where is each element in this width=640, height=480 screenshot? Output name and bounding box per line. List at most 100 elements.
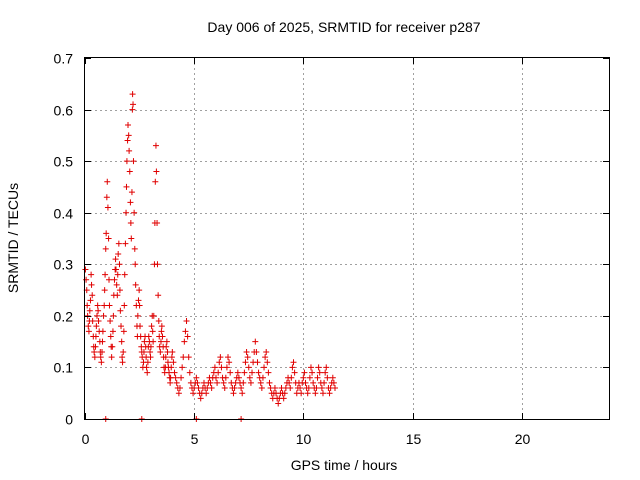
data-point: [109, 328, 116, 335]
data-point: [144, 359, 151, 366]
data-point: [203, 390, 210, 397]
data-point: [141, 338, 148, 345]
data-point: [109, 343, 116, 350]
data-point: [106, 302, 113, 309]
y-tick-label: 0.4: [54, 206, 74, 222]
data-point: [94, 312, 101, 319]
data-point: [287, 385, 294, 392]
data-point: [263, 348, 270, 355]
data-point: [169, 348, 176, 355]
grid-lines: [85, 58, 609, 419]
data-point: [171, 369, 178, 376]
data-point: [246, 374, 253, 381]
data-point: [143, 364, 150, 371]
data-point: [127, 199, 134, 206]
data-point: [298, 390, 305, 397]
data-point: [291, 369, 298, 376]
data-point: [242, 359, 249, 366]
data-point: [111, 276, 118, 283]
data-point: [130, 158, 137, 165]
data-point: [194, 379, 201, 386]
data-point: [135, 297, 142, 304]
data-point: [152, 142, 159, 149]
data-point: [183, 318, 190, 325]
data-point: [100, 312, 107, 319]
data-point: [125, 122, 132, 129]
data-point: [95, 318, 102, 325]
data-point: [125, 132, 132, 139]
data-point: [289, 364, 296, 371]
data-point: [91, 354, 98, 361]
data-point: [166, 369, 173, 376]
data-point: [154, 261, 161, 268]
data-point: [286, 379, 293, 386]
data-point: [131, 245, 138, 252]
data-point: [331, 385, 338, 392]
data-point: [130, 101, 137, 108]
data-point: [107, 318, 114, 325]
data-point: [190, 390, 197, 397]
y-axis-label: SRMTID / TECUs: [5, 183, 21, 293]
data-point: [258, 385, 265, 392]
data-point: [87, 297, 94, 304]
data-point: [225, 354, 232, 361]
data-point: [254, 359, 261, 366]
data-point: [162, 354, 169, 361]
data-point: [120, 348, 127, 355]
data-point: [114, 271, 121, 278]
data-point: [261, 364, 268, 371]
data-point: [266, 379, 273, 386]
data-point: [180, 354, 187, 361]
y-tick-label: 0.1: [54, 360, 74, 376]
data-point: [101, 302, 108, 309]
data-point: [119, 354, 126, 361]
data-point: [241, 369, 248, 376]
data-point: [121, 302, 128, 309]
data-point: [218, 364, 225, 371]
data-point: [181, 338, 188, 345]
data-point: [115, 240, 122, 247]
data-points: [82, 91, 338, 422]
data-point: [297, 385, 304, 392]
data-point: [158, 328, 165, 335]
data-point: [104, 178, 111, 185]
data-point: [134, 312, 141, 319]
data-point: [118, 338, 125, 345]
data-point: [155, 292, 162, 299]
data-point: [304, 390, 311, 397]
data-point: [128, 235, 135, 242]
data-point: [275, 400, 282, 407]
data-point: [307, 364, 314, 371]
data-point: [321, 379, 328, 386]
data-point: [123, 209, 130, 216]
data-point: [98, 359, 105, 366]
data-point: [115, 250, 122, 257]
data-point: [101, 287, 108, 294]
data-point: [126, 147, 133, 154]
data-point: [234, 369, 241, 376]
data-point: [243, 348, 250, 355]
plot-frame: [84, 57, 610, 420]
data-point: [238, 385, 245, 392]
data-point: [323, 364, 330, 371]
data-point: [137, 323, 144, 330]
data-point: [170, 359, 177, 366]
data-point: [257, 379, 264, 386]
x-tick-label: 15: [406, 431, 422, 447]
data-point: [107, 333, 114, 340]
data-point: [310, 379, 317, 386]
data-point: [148, 323, 155, 330]
data-point: [85, 323, 92, 330]
data-point: [179, 364, 186, 371]
data-point: [244, 354, 251, 361]
data-point: [110, 312, 117, 319]
data-point: [280, 395, 287, 402]
data-point: [93, 323, 100, 330]
data-point: [175, 390, 182, 397]
data-point: [173, 379, 180, 386]
data-point: [104, 204, 111, 211]
data-point: [245, 364, 252, 371]
data-point: [262, 354, 269, 361]
data-point: [86, 307, 93, 314]
data-point: [108, 354, 115, 361]
